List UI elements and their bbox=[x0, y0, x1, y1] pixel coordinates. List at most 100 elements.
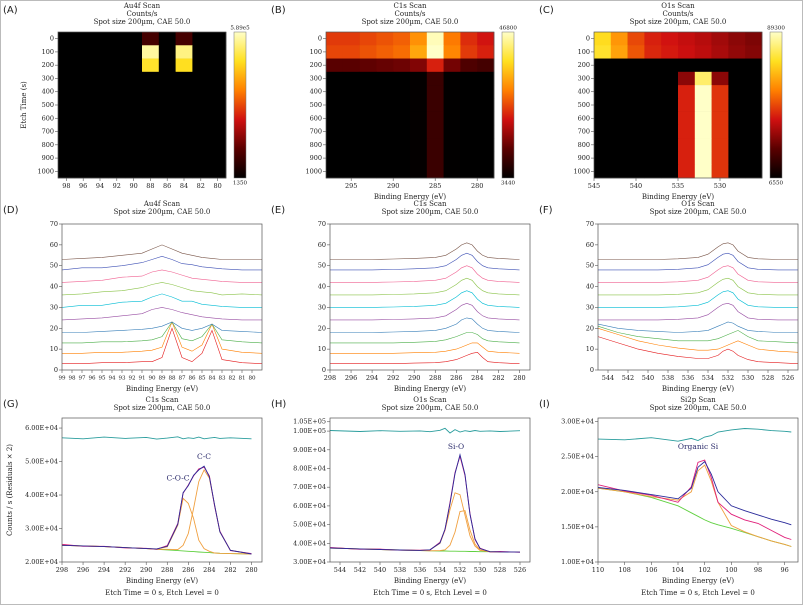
spectrum-line bbox=[597, 325, 799, 344]
heatmap-cell bbox=[477, 32, 495, 46]
heatmap-cell bbox=[175, 111, 193, 126]
x-tick-label: 85 bbox=[198, 376, 206, 382]
colorbar-label: 3440 bbox=[501, 181, 516, 187]
heatmap-cell bbox=[58, 124, 76, 139]
colorbar bbox=[233, 31, 247, 179]
plot-area bbox=[330, 224, 530, 370]
y-tick-label: 0 bbox=[50, 35, 54, 43]
heatmap-cell bbox=[661, 85, 679, 99]
heatmap-cell bbox=[192, 32, 210, 46]
chart-title: O1s Scan bbox=[681, 200, 715, 208]
x-tick-label: 545 bbox=[588, 182, 600, 190]
heatmap-cell bbox=[644, 85, 662, 99]
heatmap-cell bbox=[460, 45, 478, 59]
x-axis-label: Binding Energy (eV) bbox=[394, 577, 467, 585]
axes-frame bbox=[597, 417, 799, 563]
x-axis-label: Binding Energy (eV) bbox=[126, 385, 199, 393]
heatmap-cell bbox=[728, 151, 746, 166]
spectrum-line bbox=[598, 252, 798, 271]
heatmap-cell bbox=[711, 111, 729, 126]
heatmap-cell bbox=[728, 138, 746, 152]
heatmap-cell bbox=[393, 124, 411, 139]
heatmap-cell bbox=[477, 138, 495, 152]
heatmap-cell bbox=[728, 32, 746, 46]
heatmap-cell bbox=[627, 111, 645, 126]
plot-area bbox=[62, 418, 262, 562]
heatmap-cell bbox=[661, 164, 679, 179]
heatmap-cell bbox=[745, 71, 763, 86]
heatmap-cell bbox=[711, 138, 729, 152]
y-tick-label: 3.00E+04 bbox=[25, 525, 58, 533]
spectrum-line bbox=[330, 351, 520, 364]
heatmap-cell bbox=[376, 85, 394, 99]
heatmap-cell bbox=[142, 85, 160, 99]
heatmap-cell bbox=[342, 111, 360, 126]
heatmap-cell bbox=[477, 98, 495, 112]
x-tick-label: 530 bbox=[474, 566, 486, 574]
heatmap-cell bbox=[627, 124, 645, 139]
spectrum-line bbox=[61, 307, 262, 321]
heatmap-cell bbox=[426, 124, 444, 139]
y-tick-label: 4.00E+04 bbox=[293, 539, 326, 547]
heatmap-cell bbox=[678, 164, 696, 179]
heatmap-cell bbox=[74, 164, 92, 179]
heatmap-cell bbox=[745, 85, 763, 99]
y-tick-label: 1.00E+05 bbox=[293, 427, 326, 435]
x-tick-label: 91 bbox=[138, 376, 145, 382]
heatmap-cell bbox=[610, 151, 628, 166]
heatmap-cell bbox=[326, 138, 344, 152]
heatmap-cell bbox=[393, 32, 411, 46]
spectrum-line bbox=[597, 321, 798, 333]
x-tick-label: 108 bbox=[618, 566, 630, 574]
x-tick-label: 528 bbox=[762, 374, 774, 382]
chart-footer: Etch Time = 0 s, Etch Level = 0 bbox=[105, 589, 219, 597]
y-tick-label: 2.50E+04 bbox=[561, 453, 594, 461]
spectrum-line bbox=[61, 282, 263, 296]
y-tick-label: 700 bbox=[310, 128, 322, 136]
heatmap-cell bbox=[745, 164, 763, 179]
heatmap-cell bbox=[359, 164, 377, 179]
panel-label: (C) bbox=[539, 5, 554, 16]
x-tick-label: 284 bbox=[203, 566, 215, 574]
heatmap-cell bbox=[58, 138, 76, 152]
heatmap-cell bbox=[376, 124, 394, 139]
y-tick-label: 800 bbox=[42, 141, 54, 149]
x-tick-label: 530 bbox=[714, 182, 726, 190]
x-tick-label: 102 bbox=[698, 566, 710, 574]
heatmap-cell bbox=[209, 124, 227, 139]
heatmap-cell bbox=[745, 58, 763, 73]
heatmap-cell bbox=[326, 164, 344, 179]
spectrum-line bbox=[330, 302, 520, 321]
heatmap-cell bbox=[410, 45, 428, 59]
chart-conditions: Spot size 200µm, CAE 50.0 bbox=[114, 208, 211, 216]
heatmap-cell bbox=[342, 85, 360, 99]
x-tick-label: 284 bbox=[471, 374, 483, 382]
x-tick-label: 535 bbox=[672, 182, 684, 190]
heatmap-cell bbox=[342, 98, 360, 112]
x-tick-label: 280 bbox=[245, 566, 257, 574]
heatmap-cell bbox=[158, 164, 176, 179]
heatmap-cell bbox=[125, 151, 143, 166]
heatmap-cell bbox=[694, 85, 712, 99]
heatmap-cell bbox=[209, 45, 227, 59]
heatmap-cell bbox=[711, 164, 729, 179]
heatmap-cell bbox=[594, 124, 612, 139]
chart-title: Au4f Scan bbox=[123, 2, 161, 10]
axes-frame bbox=[597, 223, 799, 371]
heatmap-cell bbox=[426, 32, 444, 46]
heatmap-cell bbox=[192, 138, 210, 152]
spectrum-line bbox=[330, 317, 520, 333]
y-tick-label: 70 bbox=[586, 220, 594, 228]
heatmap-cell bbox=[158, 151, 176, 166]
x-tick-label: 534 bbox=[702, 374, 714, 382]
y-tick-label: 700 bbox=[578, 128, 590, 136]
x-tick-label: 100 bbox=[725, 566, 737, 574]
heatmap-cell bbox=[209, 98, 227, 112]
chart-title: C1s Scan bbox=[413, 200, 447, 208]
panel-label: (D) bbox=[3, 205, 19, 216]
x-tick-label: 530 bbox=[742, 374, 754, 382]
spectrum-line bbox=[598, 277, 798, 296]
heatmap-cell bbox=[477, 124, 495, 139]
heatmap-cell bbox=[74, 32, 92, 46]
x-tick-label: 104 bbox=[672, 566, 684, 574]
